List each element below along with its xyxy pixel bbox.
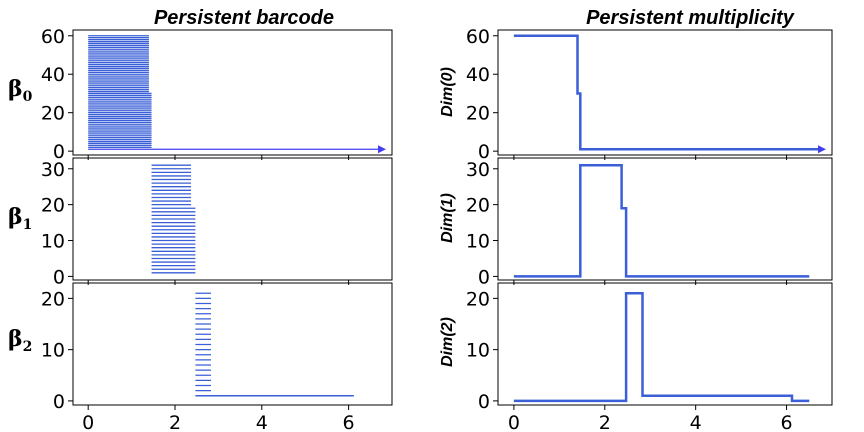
y-tick-label: 0 bbox=[478, 266, 490, 288]
y-tick-label: 10 bbox=[466, 231, 490, 253]
axes-frame bbox=[497, 157, 833, 281]
infinite-bar-arrowhead bbox=[378, 145, 386, 154]
axes-frame bbox=[497, 282, 833, 406]
y-tick-label: 40 bbox=[466, 64, 490, 86]
y-tick-label: 10 bbox=[41, 231, 65, 253]
y-tick-label: 30 bbox=[466, 159, 490, 181]
beta0-label: β0 bbox=[8, 76, 33, 105]
y-tick-label: 20 bbox=[41, 288, 65, 310]
panel-r0-c1: 0 20 40 60 bbox=[466, 26, 833, 163]
dim1-axis-label: Dim(1) bbox=[439, 193, 456, 243]
panel-r1-c0: 0 10 20 30 bbox=[41, 157, 393, 288]
y-tick-label: 0 bbox=[53, 141, 65, 163]
y-tick-label: 20 bbox=[466, 103, 490, 125]
axes-frame bbox=[72, 29, 393, 156]
y-tick-label: 20 bbox=[41, 195, 65, 217]
y-tick-label: 10 bbox=[466, 340, 490, 362]
panel-r0-c0: 0 20 40 60 bbox=[41, 26, 393, 163]
axes-frame bbox=[497, 29, 833, 156]
dim0-axis-label: Dim(0) bbox=[439, 67, 456, 117]
multiplicity-line bbox=[513, 163, 810, 278]
beta2-label: β2 bbox=[8, 326, 32, 355]
axes-frame bbox=[72, 282, 393, 406]
x-tick-label: 6 bbox=[343, 412, 355, 432]
y-tick-label: 40 bbox=[41, 64, 65, 86]
beta1-label: β1 bbox=[8, 204, 32, 233]
x-tick-label: 2 bbox=[169, 412, 181, 432]
y-tick-label: 0 bbox=[478, 391, 490, 413]
right-column-title: Persistent multiplicity bbox=[586, 7, 795, 29]
panel-r2-c0: 0 10 20 0 2 4 6 bbox=[41, 282, 393, 432]
multiplicity-line bbox=[513, 34, 818, 151]
y-tick-label: 20 bbox=[466, 288, 490, 310]
dim2-axis-label: Dim(2) bbox=[439, 317, 456, 367]
panel-r1-c1: 0 10 20 30 bbox=[466, 157, 833, 288]
y-tick-label: 60 bbox=[466, 26, 490, 48]
y-tick-label: 30 bbox=[41, 159, 65, 181]
y-tick-label: 10 bbox=[41, 340, 65, 362]
x-tick-label: 4 bbox=[256, 412, 268, 432]
axes-frame bbox=[72, 157, 393, 281]
y-tick-label: 0 bbox=[53, 391, 65, 413]
y-tick-label: 20 bbox=[466, 195, 490, 217]
y-tick-label: 0 bbox=[53, 266, 65, 288]
left-column-title: Persistent barcode bbox=[154, 7, 334, 29]
multiplicity-line bbox=[513, 292, 810, 403]
panel-r2-c1: 0 10 20 0 2 4 6 bbox=[466, 282, 833, 432]
y-tick-label: 0 bbox=[478, 141, 490, 163]
x-tick-label: 0 bbox=[82, 412, 94, 432]
x-tick-label: 2 bbox=[599, 412, 611, 432]
y-tick-label: 20 bbox=[41, 103, 65, 125]
multiplicity-arrowhead bbox=[818, 145, 826, 154]
x-tick-label: 4 bbox=[690, 412, 702, 432]
x-tick-label: 6 bbox=[781, 412, 793, 432]
y-tick-label: 60 bbox=[41, 26, 65, 48]
x-tick-label: 0 bbox=[508, 412, 520, 432]
